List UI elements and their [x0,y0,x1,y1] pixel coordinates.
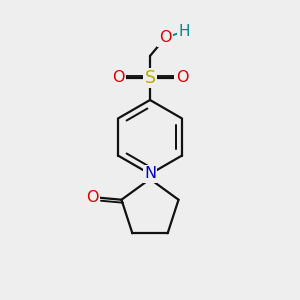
Text: O: O [159,31,171,46]
Text: O: O [86,190,99,205]
Text: O: O [176,70,188,86]
Text: H: H [178,25,190,40]
Text: S: S [145,69,155,87]
Text: N: N [144,167,156,182]
Text: O: O [112,70,124,86]
